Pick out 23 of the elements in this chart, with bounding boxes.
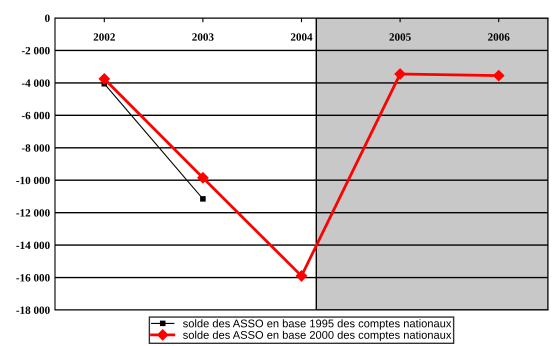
point xyxy=(296,270,308,282)
point xyxy=(98,73,110,84)
y-tick-label: -10 000 xyxy=(16,176,50,184)
y-tick-label: -12 000 xyxy=(16,209,50,217)
x-tick-label: 2002 xyxy=(94,33,115,41)
y-tick-label: -16 000 xyxy=(16,274,50,282)
point xyxy=(493,70,504,82)
legend-label: solde des ASSO en base 2000 des comptes nationaux xyxy=(183,330,452,342)
y-tick-label: -4 000 xyxy=(22,79,50,87)
point xyxy=(200,196,206,202)
y-tick-label: -2 000 xyxy=(22,46,50,54)
y-tick-label: -6 000 xyxy=(22,112,50,120)
x-tick-label: 2005 xyxy=(389,33,411,41)
x-tick-label: 2003 xyxy=(192,33,214,41)
y-tick-label: 0 xyxy=(45,14,50,22)
y-tick-label: -18 000 xyxy=(16,306,50,314)
legend-label: solde des ASSO en base 1995 des comptes nationaux xyxy=(183,319,452,330)
y-tick-label: -14 000 xyxy=(16,242,50,250)
point xyxy=(394,68,406,80)
y-tick-label: -8 000 xyxy=(22,144,50,152)
point xyxy=(197,172,209,184)
x-tick-label: 2006 xyxy=(488,33,510,41)
x-tick-label: 2004 xyxy=(290,33,312,41)
